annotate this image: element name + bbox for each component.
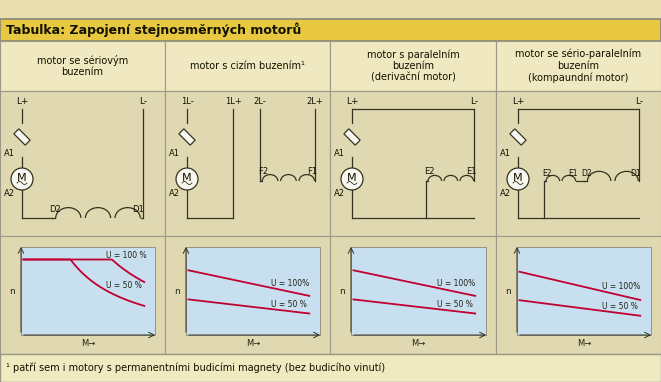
Bar — [186, 247, 320, 335]
Bar — [351, 247, 486, 335]
Text: 2L-: 2L- — [254, 97, 266, 105]
Bar — [165, 41, 330, 91]
Bar — [496, 41, 661, 91]
Text: D2: D2 — [49, 204, 61, 214]
Text: M→: M→ — [411, 340, 426, 348]
Bar — [0, 41, 165, 91]
Text: n: n — [174, 286, 180, 296]
Text: A1: A1 — [334, 149, 345, 159]
Bar — [0, 19, 661, 41]
Bar — [496, 236, 661, 354]
Bar — [517, 247, 651, 335]
Text: motor se sériovým
buzením: motor se sériovým buzením — [37, 55, 128, 77]
Text: A2: A2 — [500, 188, 511, 197]
Text: U = 50 %: U = 50 % — [106, 281, 142, 290]
Text: F1: F1 — [307, 167, 317, 176]
Text: U = 50 %: U = 50 % — [271, 300, 307, 309]
Bar — [496, 91, 661, 236]
Text: L-: L- — [139, 97, 147, 105]
Text: 1L+: 1L+ — [225, 97, 241, 105]
Text: M→: M→ — [246, 340, 260, 348]
Text: M→: M→ — [81, 340, 95, 348]
Text: M: M — [347, 173, 357, 183]
Text: E2: E2 — [542, 168, 552, 178]
Text: U = 50 %: U = 50 % — [437, 300, 473, 309]
Bar — [165, 91, 330, 236]
Text: A1: A1 — [169, 149, 180, 159]
Text: n: n — [9, 286, 15, 296]
Text: U = 100%: U = 100% — [271, 279, 309, 288]
Text: L+: L+ — [346, 97, 358, 105]
Bar — [0, 91, 165, 236]
Circle shape — [176, 168, 198, 190]
Text: E1: E1 — [466, 167, 476, 176]
Bar — [165, 236, 330, 354]
Bar — [330, 236, 496, 354]
Text: L-: L- — [635, 97, 643, 105]
Circle shape — [507, 168, 529, 190]
Text: U = 100%: U = 100% — [437, 279, 475, 288]
Text: L+: L+ — [16, 97, 28, 105]
Bar — [330, 41, 496, 91]
Text: ¹ patří sem i motory s permanentními budicími magnety (bez budicího vinutí): ¹ patří sem i motory s permanentními bud… — [6, 363, 385, 373]
Text: A2: A2 — [334, 188, 345, 197]
Circle shape — [341, 168, 363, 190]
Text: U = 100 %: U = 100 % — [106, 251, 147, 260]
Text: M→: M→ — [577, 340, 591, 348]
Text: n: n — [339, 286, 345, 296]
Text: F2: F2 — [258, 167, 268, 176]
Text: M: M — [513, 173, 523, 183]
Bar — [330, 91, 496, 236]
Text: motor s cizím buzením¹: motor s cizím buzením¹ — [190, 61, 305, 71]
Text: L-: L- — [470, 97, 478, 105]
Bar — [0, 236, 165, 354]
Bar — [510, 129, 526, 145]
Circle shape — [11, 168, 33, 190]
Text: D1: D1 — [631, 168, 641, 178]
Text: A2: A2 — [169, 188, 180, 197]
Bar — [179, 129, 195, 145]
Bar — [21, 247, 155, 335]
Text: L+: L+ — [512, 97, 524, 105]
Text: M: M — [17, 173, 27, 183]
Text: 1L-: 1L- — [180, 97, 194, 105]
Text: A1: A1 — [500, 149, 511, 159]
Text: A2: A2 — [4, 188, 15, 197]
Text: M: M — [182, 173, 192, 183]
Text: A1: A1 — [4, 149, 15, 159]
Bar — [344, 129, 360, 145]
Text: motor s paralelním
buzením
(derivační motor): motor s paralelním buzením (derivační mo… — [367, 49, 459, 83]
Bar — [0, 354, 661, 382]
Text: E1: E1 — [568, 168, 578, 178]
Text: n: n — [505, 286, 511, 296]
Text: U = 100%: U = 100% — [602, 282, 641, 291]
Text: E2: E2 — [424, 167, 434, 176]
Text: D1: D1 — [132, 204, 144, 214]
Text: motor se sério-paralelním
buzením
(kompaundní motor): motor se sério-paralelním buzením (kompa… — [516, 49, 642, 83]
Text: D2: D2 — [582, 168, 592, 178]
Text: 2L+: 2L+ — [307, 97, 323, 105]
Bar — [14, 129, 30, 145]
Text: Tabulka: Zapojení stejnosměrných motorů: Tabulka: Zapojení stejnosměrných motorů — [6, 23, 301, 37]
Text: U = 50 %: U = 50 % — [602, 302, 638, 311]
